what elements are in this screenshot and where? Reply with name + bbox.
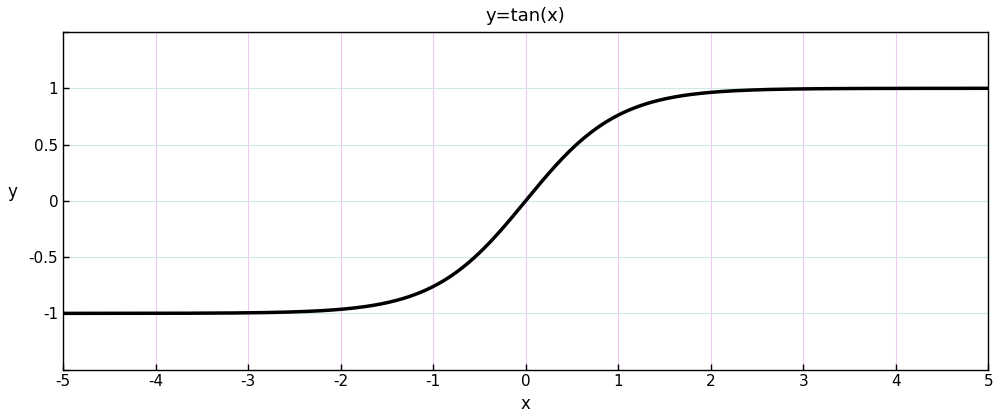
X-axis label: x: x — [521, 395, 531, 413]
Y-axis label: y: y — [7, 183, 17, 201]
Title: y=tan(x): y=tan(x) — [486, 7, 566, 25]
